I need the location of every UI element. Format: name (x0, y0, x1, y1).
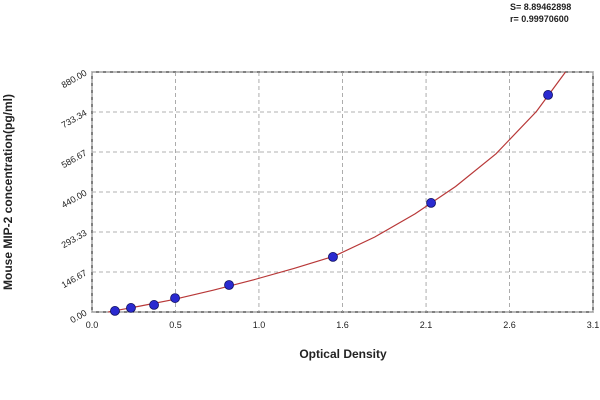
y-tick-label: 880.00 (60, 68, 89, 90)
annotation: S= 8.89462898 (510, 2, 571, 12)
x-tick-label: 1.0 (253, 320, 266, 330)
data-point (170, 293, 180, 303)
y-tick-label: 146.67 (60, 268, 89, 290)
data-point (328, 252, 338, 262)
x-tick-label: 2.1 (420, 320, 433, 330)
y-tick-label: 440.00 (60, 188, 89, 210)
y-tick-label: 586.67 (60, 148, 89, 170)
annotation: r= 0.99970600 (510, 14, 569, 24)
x-tick-label: 1.6 (336, 320, 349, 330)
y-axis-title: Mouse MIP-2 concentration(pg/ml) (1, 94, 15, 290)
x-tick-label: 3.1 (587, 320, 600, 330)
data-point (224, 280, 234, 290)
x-tick-label: 0.0 (86, 320, 99, 330)
data-point (149, 300, 159, 310)
x-tick-label: 0.5 (169, 320, 182, 330)
y-tick-label: 293.33 (60, 228, 89, 250)
data-point (126, 303, 136, 313)
data-point (426, 198, 436, 208)
data-point (110, 306, 120, 316)
x-axis-title: Optical Density (299, 347, 387, 361)
x-tick-label: 2.6 (503, 320, 516, 330)
y-tick-label: 733.34 (60, 108, 89, 130)
data-point (543, 90, 553, 100)
